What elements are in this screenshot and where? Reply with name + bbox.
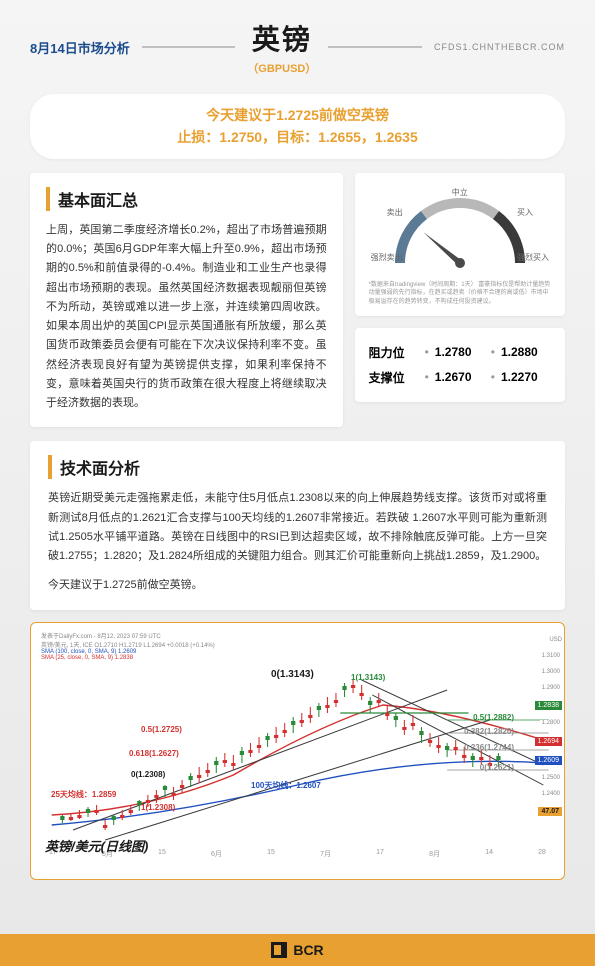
fundamental-title: 基本面汇总 — [46, 187, 327, 211]
xtick: 15 — [158, 849, 166, 859]
gauge-strong-sell: 强烈卖出 — [371, 252, 403, 263]
divider — [328, 46, 422, 48]
dot-icon: • — [425, 345, 429, 359]
sentiment-gauge-card: 中立 卖出 买入 强烈卖出 强烈买入 *数据来自tradingview（时间周期… — [355, 173, 565, 316]
bcr-logo-icon — [271, 942, 287, 958]
lbl-fib382r: 0.382(1.2820) — [464, 727, 514, 736]
xtick: 8月 — [429, 849, 440, 859]
xtick: 14 — [485, 849, 493, 859]
analysis-date: 8月14日市场分析 — [30, 38, 130, 57]
instrument-symbol: （GBPUSD） — [247, 60, 316, 76]
gauge-wrap: 中立 卖出 买入 强烈卖出 强烈买入 — [369, 185, 551, 275]
dot-icon: • — [425, 370, 429, 384]
ytick: 1.2800 — [540, 720, 562, 726]
gauge-neutral: 中立 — [452, 187, 468, 198]
lbl-ma25: 25天均线：1.2859 — [51, 789, 116, 800]
dot-icon: • — [491, 345, 495, 359]
gauge-disclaimer: *数据来自tradingview（时间周期：1天） 富豪指标仅是帮助计量趋势动量… — [369, 281, 551, 306]
lbl-zero-low: 0(1.2308) — [131, 770, 165, 779]
technical-card: 技术面分析 英镑近期受美元走强拖累走低，未能守住5月低点1.2308以来的向上伸… — [30, 441, 565, 609]
lbl-fib05r: 0.5(1.2882) — [473, 713, 514, 722]
ytick: 1.2400 — [540, 791, 562, 797]
chart-meta-symbol: 英镑/美元, 1天, ICE O1.2710 H1.2719 L1.2694 +… — [41, 640, 554, 649]
y-axis: USD 1.3100 1.3000 1.2900 1.2838 1.2800 1… — [535, 637, 562, 817]
lbl-zero-r: 0(1.2621) — [480, 763, 514, 772]
support-2: 1.2270 — [501, 370, 551, 384]
resistance-label: 阻力位 — [369, 344, 419, 361]
gauge-buy: 买入 — [517, 207, 533, 218]
lbl-one-low: 1(1.2308) — [141, 803, 175, 812]
chart-title: 英镑/美元(日线图) — [45, 836, 148, 855]
levels-card: 阻力位 • 1.2780 • 1.2880 支撑位 • 1.2670 • 1.2… — [355, 328, 565, 402]
gauge-strong-buy: 强烈买入 — [517, 252, 549, 263]
page-header: 8月14日市场分析 英镑 （GBPUSD） CFDS1.CHNTHEBCR.CO… — [0, 0, 595, 86]
resistance-1: 1.2780 — [435, 345, 485, 359]
y-usd: USD — [549, 637, 562, 643]
footer-brand: BCR — [293, 942, 323, 958]
lbl-zero-high: 0(1.3143) — [271, 669, 314, 680]
divider — [142, 46, 236, 48]
fundamental-body: 上周，英国第二季度经济增长0.2%，超出了市场普遍预期的0.0%；英国6月GDP… — [46, 221, 327, 414]
ytick: 1.2900 — [540, 685, 562, 691]
resistance-2: 1.2880 — [501, 345, 551, 359]
ytick-sma100: 1.2609 — [535, 756, 562, 765]
xtick: 7月 — [320, 849, 331, 859]
lbl-fib618: 0.618(1.2627) — [129, 749, 179, 758]
right-column: 中立 卖出 买入 强烈卖出 强烈买入 *数据来自tradingview（时间周期… — [355, 173, 565, 428]
footer: BCR — [0, 934, 595, 966]
xtick: 15 — [267, 849, 275, 859]
chart-meta-source: 发表于DailyFx.com - 8月12, 2023 07:59 UTC — [41, 631, 554, 640]
recommendation-box: 今天建议于1.2725前做空英镑 止损：1.2750，目标：1.2655，1.2… — [30, 94, 565, 159]
support-1: 1.2670 — [435, 370, 485, 384]
ytick: 1.2500 — [540, 775, 562, 781]
ytick-sma25: 1.2838 — [535, 701, 562, 710]
price-chart-svg — [41, 665, 554, 845]
title-block: 英镑 （GBPUSD） — [247, 18, 316, 76]
chart-meta-sma25: SMA (25, close, 0, SMA, 9) 1.2838 — [41, 655, 554, 661]
technical-today: 今天建议于1.2725前做空英镑。 — [48, 576, 547, 595]
chart-area: 0(1.3143) 1(1.3143) 0.5(1.2725) 0.618(1.… — [41, 665, 554, 845]
technical-body: 英镑近期受美元走强拖累走低，未能守住5月低点1.2308以来的向上伸展趋势线支撑… — [48, 489, 547, 566]
support-row: 支撑位 • 1.2670 • 1.2270 — [369, 365, 551, 390]
instrument-title: 英镑 — [247, 18, 316, 58]
support-label: 支撑位 — [369, 369, 419, 386]
gauge-sell: 卖出 — [387, 207, 403, 218]
reco-line-1: 今天建议于1.2725前做空英镑 — [50, 104, 545, 126]
lbl-ma100: 100天均线：1.2607 — [251, 780, 321, 791]
upper-row: 基本面汇总 上周，英国第二季度经济增长0.2%，超出了市场普遍预期的0.0%；英… — [0, 173, 595, 428]
lbl-fib236r: 0.236(1.2744) — [464, 743, 514, 752]
fundamental-card: 基本面汇总 上周，英国第二季度经济增长0.2%，超出了市场普遍预期的0.0%；英… — [30, 173, 343, 428]
technical-title: 技术面分析 — [48, 455, 547, 479]
chart-card: 发表于DailyFx.com - 8月12, 2023 07:59 UTC 英镑… — [30, 622, 565, 880]
lbl-top-high: 1(1.3143) — [351, 673, 385, 682]
resistance-row: 阻力位 • 1.2780 • 1.2880 — [369, 340, 551, 365]
ytick-price: 1.2694 — [535, 737, 562, 746]
source-url: CFDS1.CHNTHEBCR.COM — [434, 42, 565, 52]
dot-icon: • — [491, 370, 495, 384]
ytick: 1.3100 — [540, 653, 562, 659]
lbl-fib05: 0.5(1.2725) — [141, 725, 182, 734]
reco-line-2: 止损：1.2750，目标：1.2655，1.2635 — [50, 126, 545, 148]
ytick-rsi: 47.07 — [538, 807, 562, 816]
xtick: 28 — [538, 849, 546, 859]
xtick: 6月 — [211, 849, 222, 859]
gauge-labels: 中立 卖出 买入 强烈卖出 强烈买入 — [369, 185, 551, 275]
ytick: 1.3000 — [540, 669, 562, 675]
xtick: 17 — [376, 849, 384, 859]
